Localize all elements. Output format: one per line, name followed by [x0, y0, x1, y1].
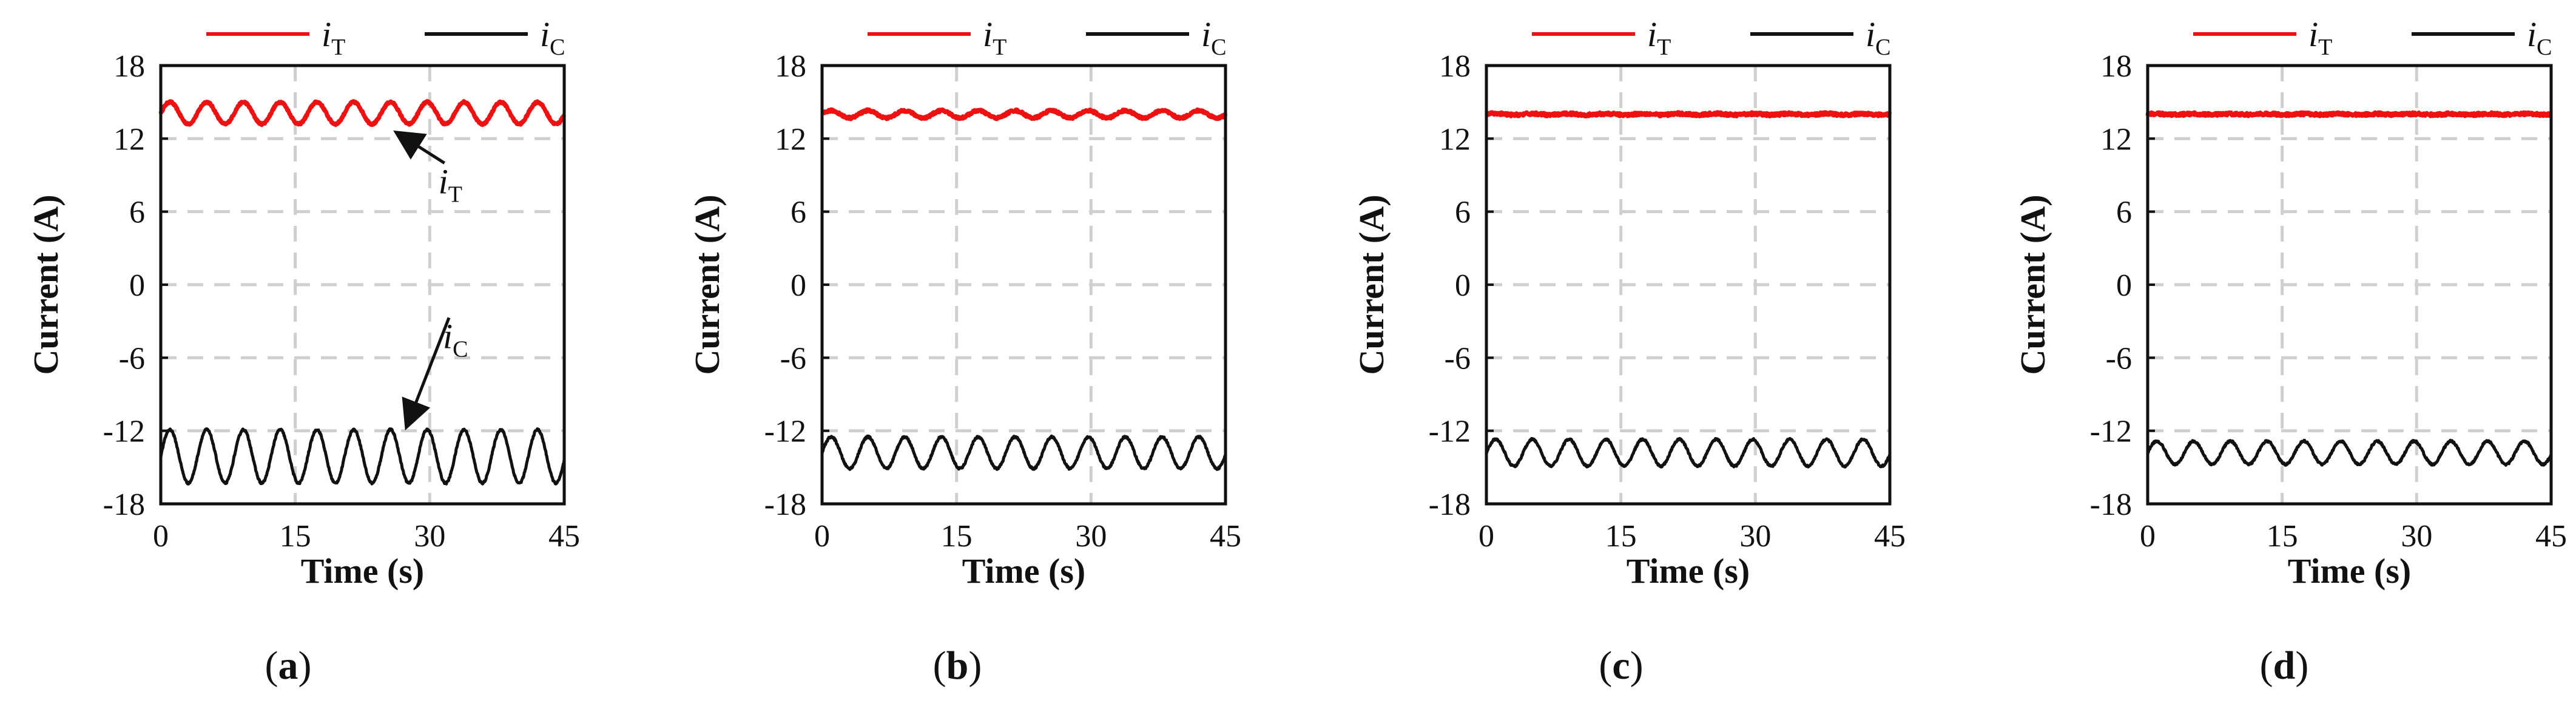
- y-tick-label: -6: [119, 341, 145, 376]
- x-tick-label: 30: [1739, 519, 1771, 554]
- y-tick-label: 6: [791, 195, 806, 230]
- x-axis-title: Time (s): [2288, 551, 2412, 591]
- y-tick-label: 18: [2100, 49, 2132, 84]
- y-tick-label: 0: [129, 268, 145, 303]
- x-axis-title: Time (s): [1627, 551, 1750, 591]
- x-tick-label: 0: [2140, 519, 2156, 554]
- x-tick-label: 30: [414, 519, 445, 554]
- x-tick-label: 0: [1479, 519, 1494, 554]
- x-tick-label: 30: [1075, 519, 1107, 554]
- legend: iT iC: [868, 15, 1226, 60]
- y-tick-label: 0: [791, 268, 806, 303]
- legend-label-iC: iC: [1866, 15, 1890, 60]
- legend: iT iC: [206, 15, 565, 60]
- panel-label: (a): [265, 643, 312, 688]
- y-tick-label: -6: [780, 341, 806, 376]
- x-tick-label: 0: [814, 519, 830, 554]
- legend: iT iC: [2193, 15, 2552, 60]
- y-tick-label: 12: [113, 122, 145, 157]
- legend-label-iT: iT: [1647, 15, 1671, 60]
- panel-label: (c): [1599, 643, 1643, 688]
- series-line-iT: [2145, 110, 2553, 118]
- series-line-iC: [820, 434, 1227, 471]
- annotation-arrow: [393, 130, 446, 165]
- x-tick-label: 15: [280, 519, 311, 554]
- annotation-arrow: [402, 317, 451, 430]
- series-line-iC: [2146, 438, 2552, 467]
- y-tick-label: -12: [2090, 415, 2132, 449]
- y-tick-label: -18: [103, 487, 145, 522]
- series-line-iC: [1485, 436, 1892, 469]
- x-tick-label: 30: [2401, 519, 2432, 554]
- y-axis-title: Current (A): [26, 195, 66, 375]
- legend-label-iC: iC: [540, 15, 565, 60]
- x-tick-label: 15: [941, 519, 973, 554]
- y-axis-title: Current (A): [687, 195, 727, 375]
- y-tick-label: -18: [1429, 487, 1471, 522]
- y-tick-label: 6: [129, 195, 145, 230]
- y-tick-label: -12: [103, 415, 145, 449]
- y-tick-label: 6: [2116, 195, 2132, 230]
- x-tick-label: 45: [2535, 519, 2567, 554]
- annotation-label-C: iC: [443, 316, 468, 362]
- y-tick-label: 0: [1455, 268, 1471, 303]
- y-tick-label: -18: [2090, 487, 2132, 522]
- x-axis-title: Time (s): [962, 551, 1086, 591]
- y-tick-label: -6: [1445, 341, 1471, 376]
- y-tick-label: -12: [764, 415, 806, 449]
- y-tick-label: 0: [2116, 268, 2132, 303]
- y-axis-title: Current (A): [1352, 195, 1391, 375]
- x-tick-label: 0: [153, 519, 169, 554]
- series-line-iC: [159, 427, 566, 486]
- series-line-iT: [820, 107, 1228, 121]
- series-line-iT: [1485, 110, 1892, 119]
- x-tick-label: 15: [2267, 519, 2298, 554]
- y-tick-label: 12: [1439, 122, 1471, 157]
- legend-label-iT: iT: [983, 15, 1006, 60]
- y-axis-title: Current (A): [2013, 195, 2052, 375]
- y-tick-label: -12: [1429, 415, 1471, 449]
- series-line-iT: [158, 99, 567, 127]
- x-tick-label: 15: [1605, 519, 1637, 554]
- y-tick-label: 12: [2100, 122, 2132, 157]
- legend-label-iC: iC: [1201, 15, 1226, 60]
- y-tick-label: 18: [1439, 49, 1471, 84]
- y-tick-label: 18: [113, 49, 145, 84]
- x-axis-title: Time (s): [301, 551, 425, 591]
- panel-label: (d): [2260, 643, 2309, 688]
- annotation-label-T: iT: [439, 162, 462, 208]
- x-tick-label: 45: [548, 519, 580, 554]
- y-tick-label: -6: [2106, 341, 2132, 376]
- legend-label-iC: iC: [2527, 15, 2552, 60]
- legend-label-iT: iT: [2308, 15, 2332, 60]
- x-tick-label: 45: [1874, 519, 1906, 554]
- x-tick-label: 45: [1210, 519, 1241, 554]
- legend: iT iC: [1532, 15, 1890, 60]
- panel-label: (b): [933, 643, 982, 688]
- y-tick-label: 12: [775, 122, 806, 157]
- y-tick-label: -18: [764, 487, 806, 522]
- legend-label-iT: iT: [322, 15, 345, 60]
- y-tick-label: 18: [775, 49, 806, 84]
- y-tick-label: 6: [1455, 195, 1471, 230]
